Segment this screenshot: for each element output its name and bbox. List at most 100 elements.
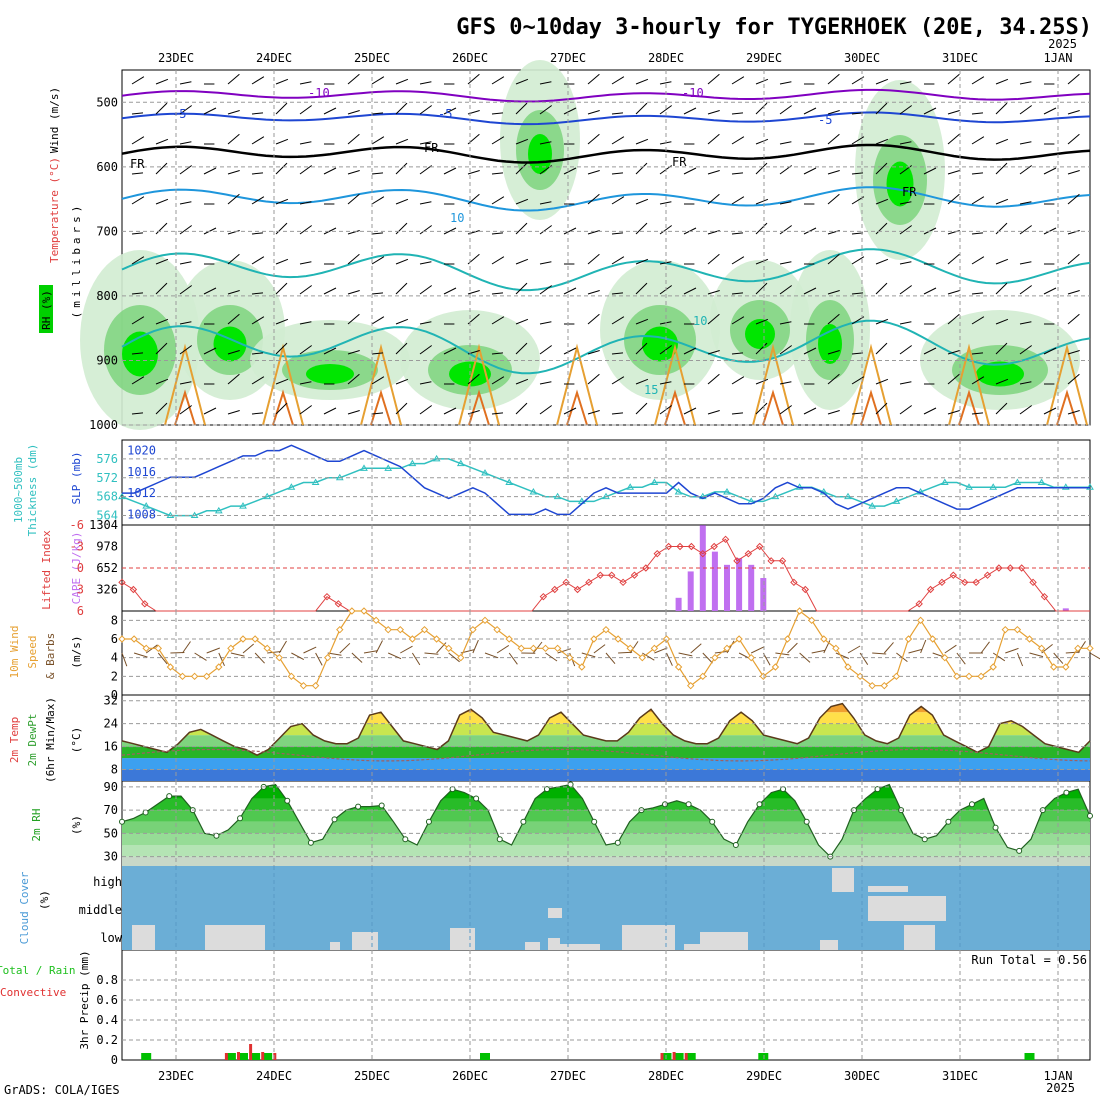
wind-barb (683, 287, 697, 295)
wind-barb (155, 282, 168, 295)
date-label-top: 31DEC (942, 51, 978, 65)
rh-point (520, 818, 527, 825)
wind-barb (611, 412, 624, 415)
wind-barb (395, 342, 408, 355)
tick-labels: 5006007008009001000576572568564102010161… (70, 95, 156, 1067)
wind-barb (179, 105, 192, 115)
rh-point (992, 824, 999, 831)
wind-barb (251, 76, 265, 85)
wind-speed-point (517, 644, 526, 653)
lifted-index-point (607, 571, 616, 579)
wind-barb (635, 342, 648, 355)
cape-bar (1062, 608, 1069, 611)
wind-barb (395, 162, 408, 175)
temp-band (122, 758, 1090, 770)
wind-barb-10m (194, 652, 207, 661)
wind-barb (755, 102, 768, 115)
wind-barb (299, 225, 312, 235)
slp-tick: 1012 (127, 486, 156, 500)
wind-barb (1043, 407, 1057, 415)
run-total: Run Total = 0.56 (971, 953, 1087, 967)
wind-barb (875, 378, 889, 385)
wind-barb (491, 352, 504, 355)
wind-barb (827, 170, 840, 175)
wind-barb (443, 407, 457, 415)
wind-barb (827, 290, 840, 295)
wind-barb (179, 225, 192, 235)
pressure-tick: 900 (96, 353, 118, 367)
wind-barb (875, 342, 888, 355)
wind-speed-point (626, 644, 634, 653)
wind-barb (1067, 170, 1080, 175)
wind-speed-point (493, 625, 501, 634)
wind-barb (923, 407, 937, 415)
wind-barb (299, 105, 312, 115)
precip-total-bar (758, 1053, 769, 1060)
wind-barb (539, 345, 552, 355)
wind-barb (515, 198, 529, 205)
wind-barb (299, 285, 312, 295)
wind-speed-point (1074, 644, 1082, 653)
rh-point (614, 839, 621, 846)
wind-barb (227, 373, 240, 385)
wind-speed-point (553, 644, 562, 653)
wind-barb (563, 407, 577, 415)
wind-barb-10m (920, 639, 927, 654)
lifted-index-point (630, 571, 639, 579)
wind-barb (851, 136, 865, 145)
wind10-label-2: Speed (26, 635, 39, 668)
lifted-index-point (118, 578, 126, 587)
precip-tick: 0.2 (96, 1033, 118, 1047)
rh-point (213, 832, 220, 839)
wind-barb (563, 107, 577, 115)
wind-barb (875, 258, 889, 265)
wind-barb (635, 198, 649, 205)
wind-barb (1019, 261, 1032, 265)
wind-barb (971, 316, 985, 325)
freezing-label-2: FR (424, 141, 439, 155)
wind-barb (323, 107, 337, 115)
wind-barb (395, 198, 409, 205)
cloud-tick-low: low (100, 931, 122, 945)
contour-plus20-7 (850, 343, 892, 426)
thickness-point (965, 483, 973, 490)
wind-barb (131, 76, 145, 85)
wind-barb (179, 285, 192, 295)
lifted-index-point (573, 585, 582, 594)
temp2m-label-4: (°C) (70, 727, 83, 754)
lifted-index-point (938, 578, 946, 587)
wind-barb-10m (557, 648, 572, 654)
wind-barb (515, 162, 528, 175)
wind-barb-10m (690, 643, 702, 654)
wind-barb (899, 141, 912, 145)
lifted-index-point (926, 585, 935, 594)
thickness-point (239, 502, 247, 509)
wind-speed-point (928, 635, 937, 643)
wind-barb (971, 256, 985, 265)
wind-barb (227, 110, 240, 115)
wind-barb (587, 73, 600, 85)
wind-barb-10m (254, 652, 265, 664)
wind-barb (611, 376, 625, 385)
wind-barb (395, 282, 408, 295)
wind-barb (419, 225, 432, 235)
lifted-index-point (972, 578, 980, 587)
rh-point (685, 801, 692, 808)
wind-barb (323, 287, 337, 295)
wind-barb (635, 138, 649, 145)
rh-bands (122, 784, 1090, 866)
wind-barb-10m (593, 644, 606, 654)
wind-speed-point (1049, 663, 1058, 671)
wind-barb (899, 405, 912, 415)
wind-barb (419, 321, 432, 325)
rh-point (355, 803, 362, 810)
temp2m-label-3: (6hr Min/Max) (44, 697, 57, 783)
wind-barb (779, 201, 792, 205)
wind-barb-10m (702, 652, 713, 664)
lifted-index-point (676, 542, 684, 551)
wind-barb (851, 376, 865, 385)
cloud-low (622, 925, 675, 950)
precip-label-1: Total / Rain (0, 964, 75, 977)
precip-label-2: Convective (0, 986, 66, 999)
wind-speed-point (457, 653, 465, 662)
